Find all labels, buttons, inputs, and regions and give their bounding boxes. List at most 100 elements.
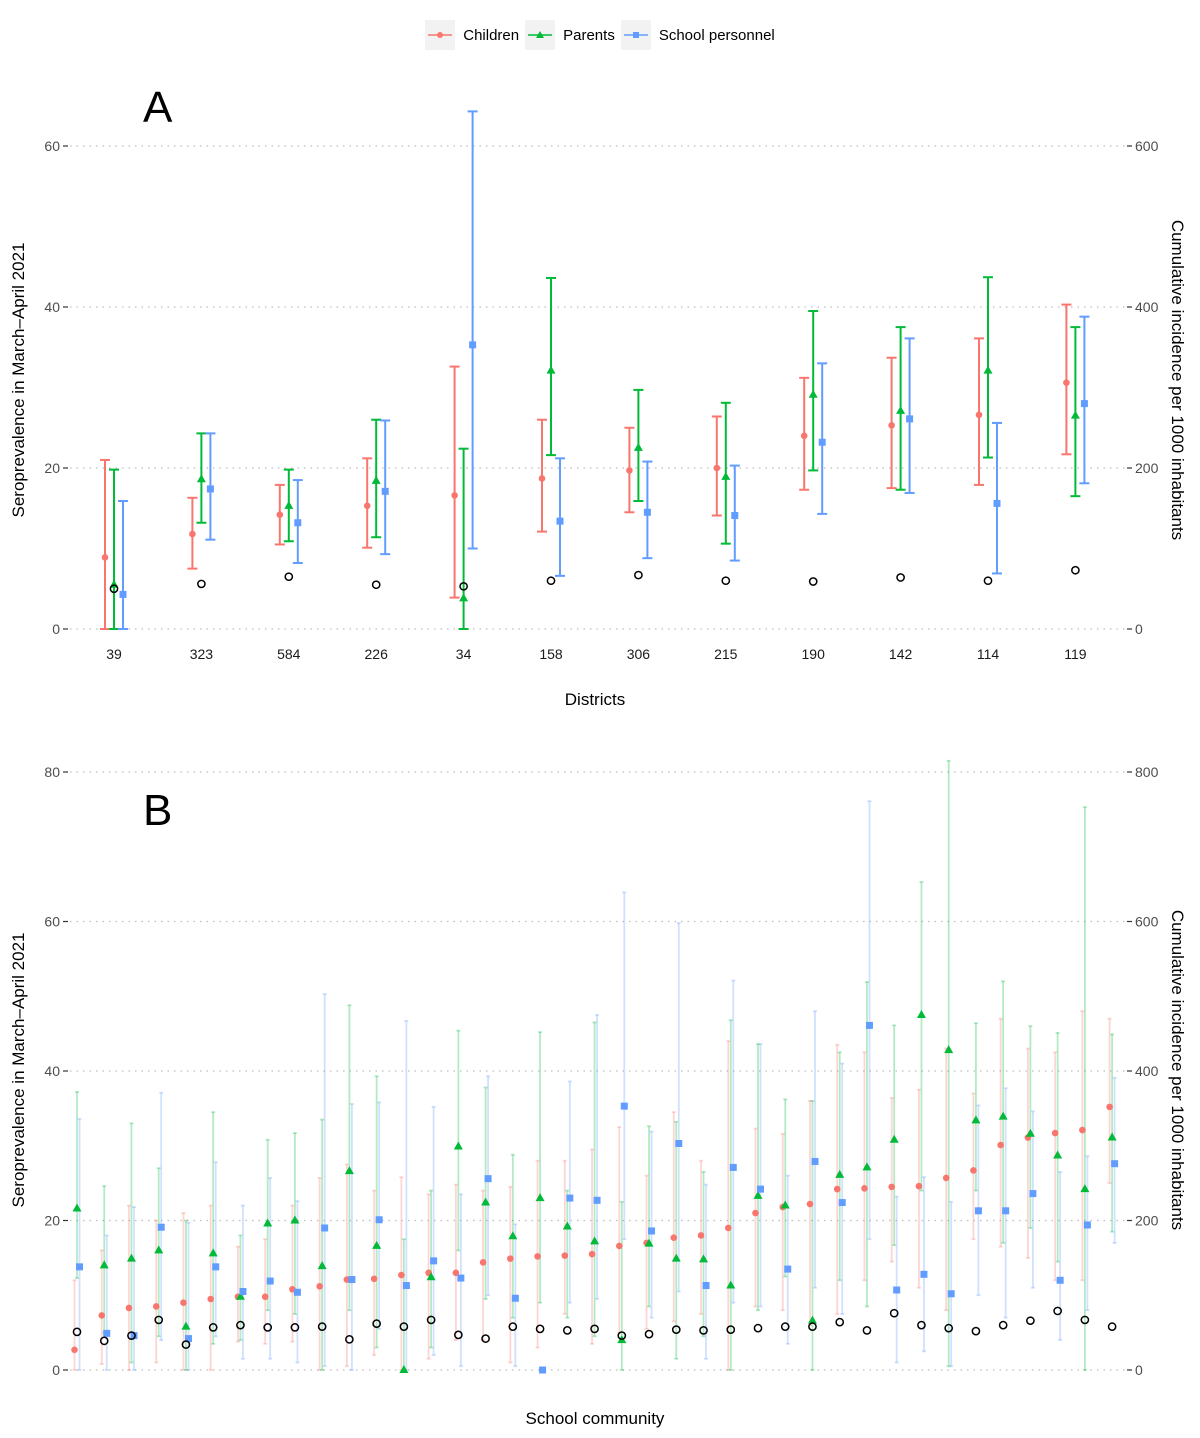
- parents-point: [508, 1231, 518, 1240]
- parents-point: [998, 1111, 1008, 1120]
- school-personnel-point: [457, 1274, 465, 1282]
- children-point: [975, 411, 983, 419]
- parents-point: [126, 1253, 136, 1262]
- parents-point: [290, 1215, 300, 1224]
- school-personnel-point: [1056, 1276, 1064, 1284]
- y2-tick-label: 0: [1135, 1362, 1143, 1378]
- school-personnel-point: [643, 508, 651, 516]
- cumulative-incidence-point: [1107, 1322, 1117, 1331]
- school-personnel-point: [1111, 1160, 1119, 1168]
- parents-point: [372, 1240, 382, 1249]
- parents-point: [453, 1141, 463, 1150]
- school-personnel-point: [484, 1175, 492, 1183]
- x-tick-label: 142: [889, 646, 913, 662]
- school-personnel-point: [1029, 1190, 1037, 1198]
- cumulative-incidence-point: [290, 1323, 300, 1332]
- y-tick-label: 40: [44, 1063, 60, 1079]
- cumulative-incidence-point: [889, 1308, 899, 1318]
- children-point: [643, 1239, 650, 1247]
- cumulative-incidence-point: [917, 1320, 926, 1330]
- school-personnel-point: [702, 1282, 710, 1290]
- cumulative-incidence-point: [109, 584, 119, 594]
- x-tick-label: 584: [277, 646, 301, 662]
- panel-a-y2-axis-title: Cumulative incidence per 1000 inhabitant…: [1168, 220, 1187, 540]
- school-personnel-point: [974, 1207, 982, 1215]
- cumulative-incidence-point: [399, 1322, 409, 1331]
- school-personnel-point: [130, 1332, 138, 1340]
- y-tick-label: 60: [44, 914, 60, 930]
- children-point: [752, 1209, 759, 1217]
- children-point: [861, 1185, 868, 1192]
- parents-point: [617, 1335, 627, 1344]
- school-personnel-point: [993, 499, 1001, 507]
- school-personnel-point: [865, 1021, 873, 1029]
- cumulative-incidence-point: [459, 581, 468, 591]
- parents-point: [971, 1115, 981, 1124]
- cumulative-incidence-point: [481, 1334, 490, 1343]
- cumulative-incidence-point: [154, 1315, 164, 1325]
- y2-tick-label: 400: [1135, 1063, 1159, 1079]
- x-tick-label: 34: [456, 646, 472, 662]
- parents-point: [481, 1197, 491, 1206]
- parents-point: [1107, 1132, 1117, 1141]
- children-point: [997, 1141, 1004, 1149]
- parents-point: [807, 1315, 817, 1324]
- cumulative-incidence-point: [372, 1319, 381, 1329]
- panel-a-marks: [100, 110, 1090, 630]
- cumulative-incidence-point: [1026, 1316, 1035, 1326]
- children-point: [125, 1304, 133, 1312]
- cumulative-incidence-point: [345, 1335, 354, 1344]
- children-point: [152, 1303, 160, 1310]
- panel-a-label: A: [143, 83, 173, 132]
- cumulative-incidence-point: [454, 1330, 463, 1340]
- school-personnel-point: [157, 1223, 165, 1231]
- cumulative-incidence-point: [127, 1331, 136, 1340]
- children-point: [942, 1174, 950, 1182]
- parents-point: [699, 1254, 709, 1263]
- parents-point: [317, 1261, 327, 1270]
- parents-point: [835, 1169, 845, 1178]
- panel-b-label: B: [143, 786, 172, 835]
- school-personnel-point: [119, 590, 127, 598]
- children-point: [915, 1182, 923, 1190]
- parents-point: [235, 1291, 245, 1300]
- children-point: [561, 1252, 569, 1259]
- children-point: [724, 1224, 732, 1232]
- cumulative-incidence-point: [317, 1322, 327, 1331]
- school-personnel-point: [556, 517, 564, 525]
- y-tick-label: 40: [44, 299, 60, 315]
- children-point: [538, 475, 546, 482]
- parents-point: [459, 593, 469, 602]
- parents-point: [590, 1236, 600, 1245]
- x-tick-label: 306: [627, 646, 651, 662]
- y2-tick-label: 400: [1135, 299, 1159, 315]
- y2-tick-label: 800: [1135, 764, 1159, 780]
- y-tick-label: 0: [52, 621, 60, 637]
- children-point: [888, 1183, 895, 1191]
- panel-b-ticks: 0 0 20 200 40 400 60 600 80 800: [44, 764, 1158, 1378]
- x-tick-label: 119: [1064, 646, 1087, 662]
- legend: Children Parents School personnel: [0, 20, 1200, 50]
- children-point: [1051, 1129, 1059, 1137]
- parents-point: [371, 475, 381, 484]
- y-tick-label: 0: [52, 1362, 60, 1378]
- children-point: [1106, 1103, 1113, 1111]
- parents-point: [344, 1166, 354, 1175]
- parents-point: [633, 442, 643, 451]
- school-personnel-point: [893, 1286, 901, 1294]
- cumulative-incidence-point: [263, 1323, 273, 1332]
- panel-b-y2-axis-title: Cumulative incidence per 1000 inhabitant…: [1168, 910, 1187, 1230]
- school-personnel-point: [511, 1294, 519, 1302]
- cumulative-incidence-point: [617, 1331, 627, 1340]
- school-personnel-point: [818, 438, 826, 446]
- school-personnel-point: [620, 1102, 628, 1110]
- x-tick-label: 114: [977, 646, 1000, 662]
- cumulative-incidence-point: [998, 1320, 1008, 1330]
- school-personnel-point: [206, 485, 214, 493]
- cumulative-incidence-point: [726, 1325, 736, 1334]
- children-point: [363, 502, 371, 510]
- y-tick-label: 20: [44, 460, 60, 476]
- school-personnel-point: [731, 511, 739, 519]
- children-point: [1063, 379, 1070, 386]
- parents-legend-key-icon: [525, 20, 556, 50]
